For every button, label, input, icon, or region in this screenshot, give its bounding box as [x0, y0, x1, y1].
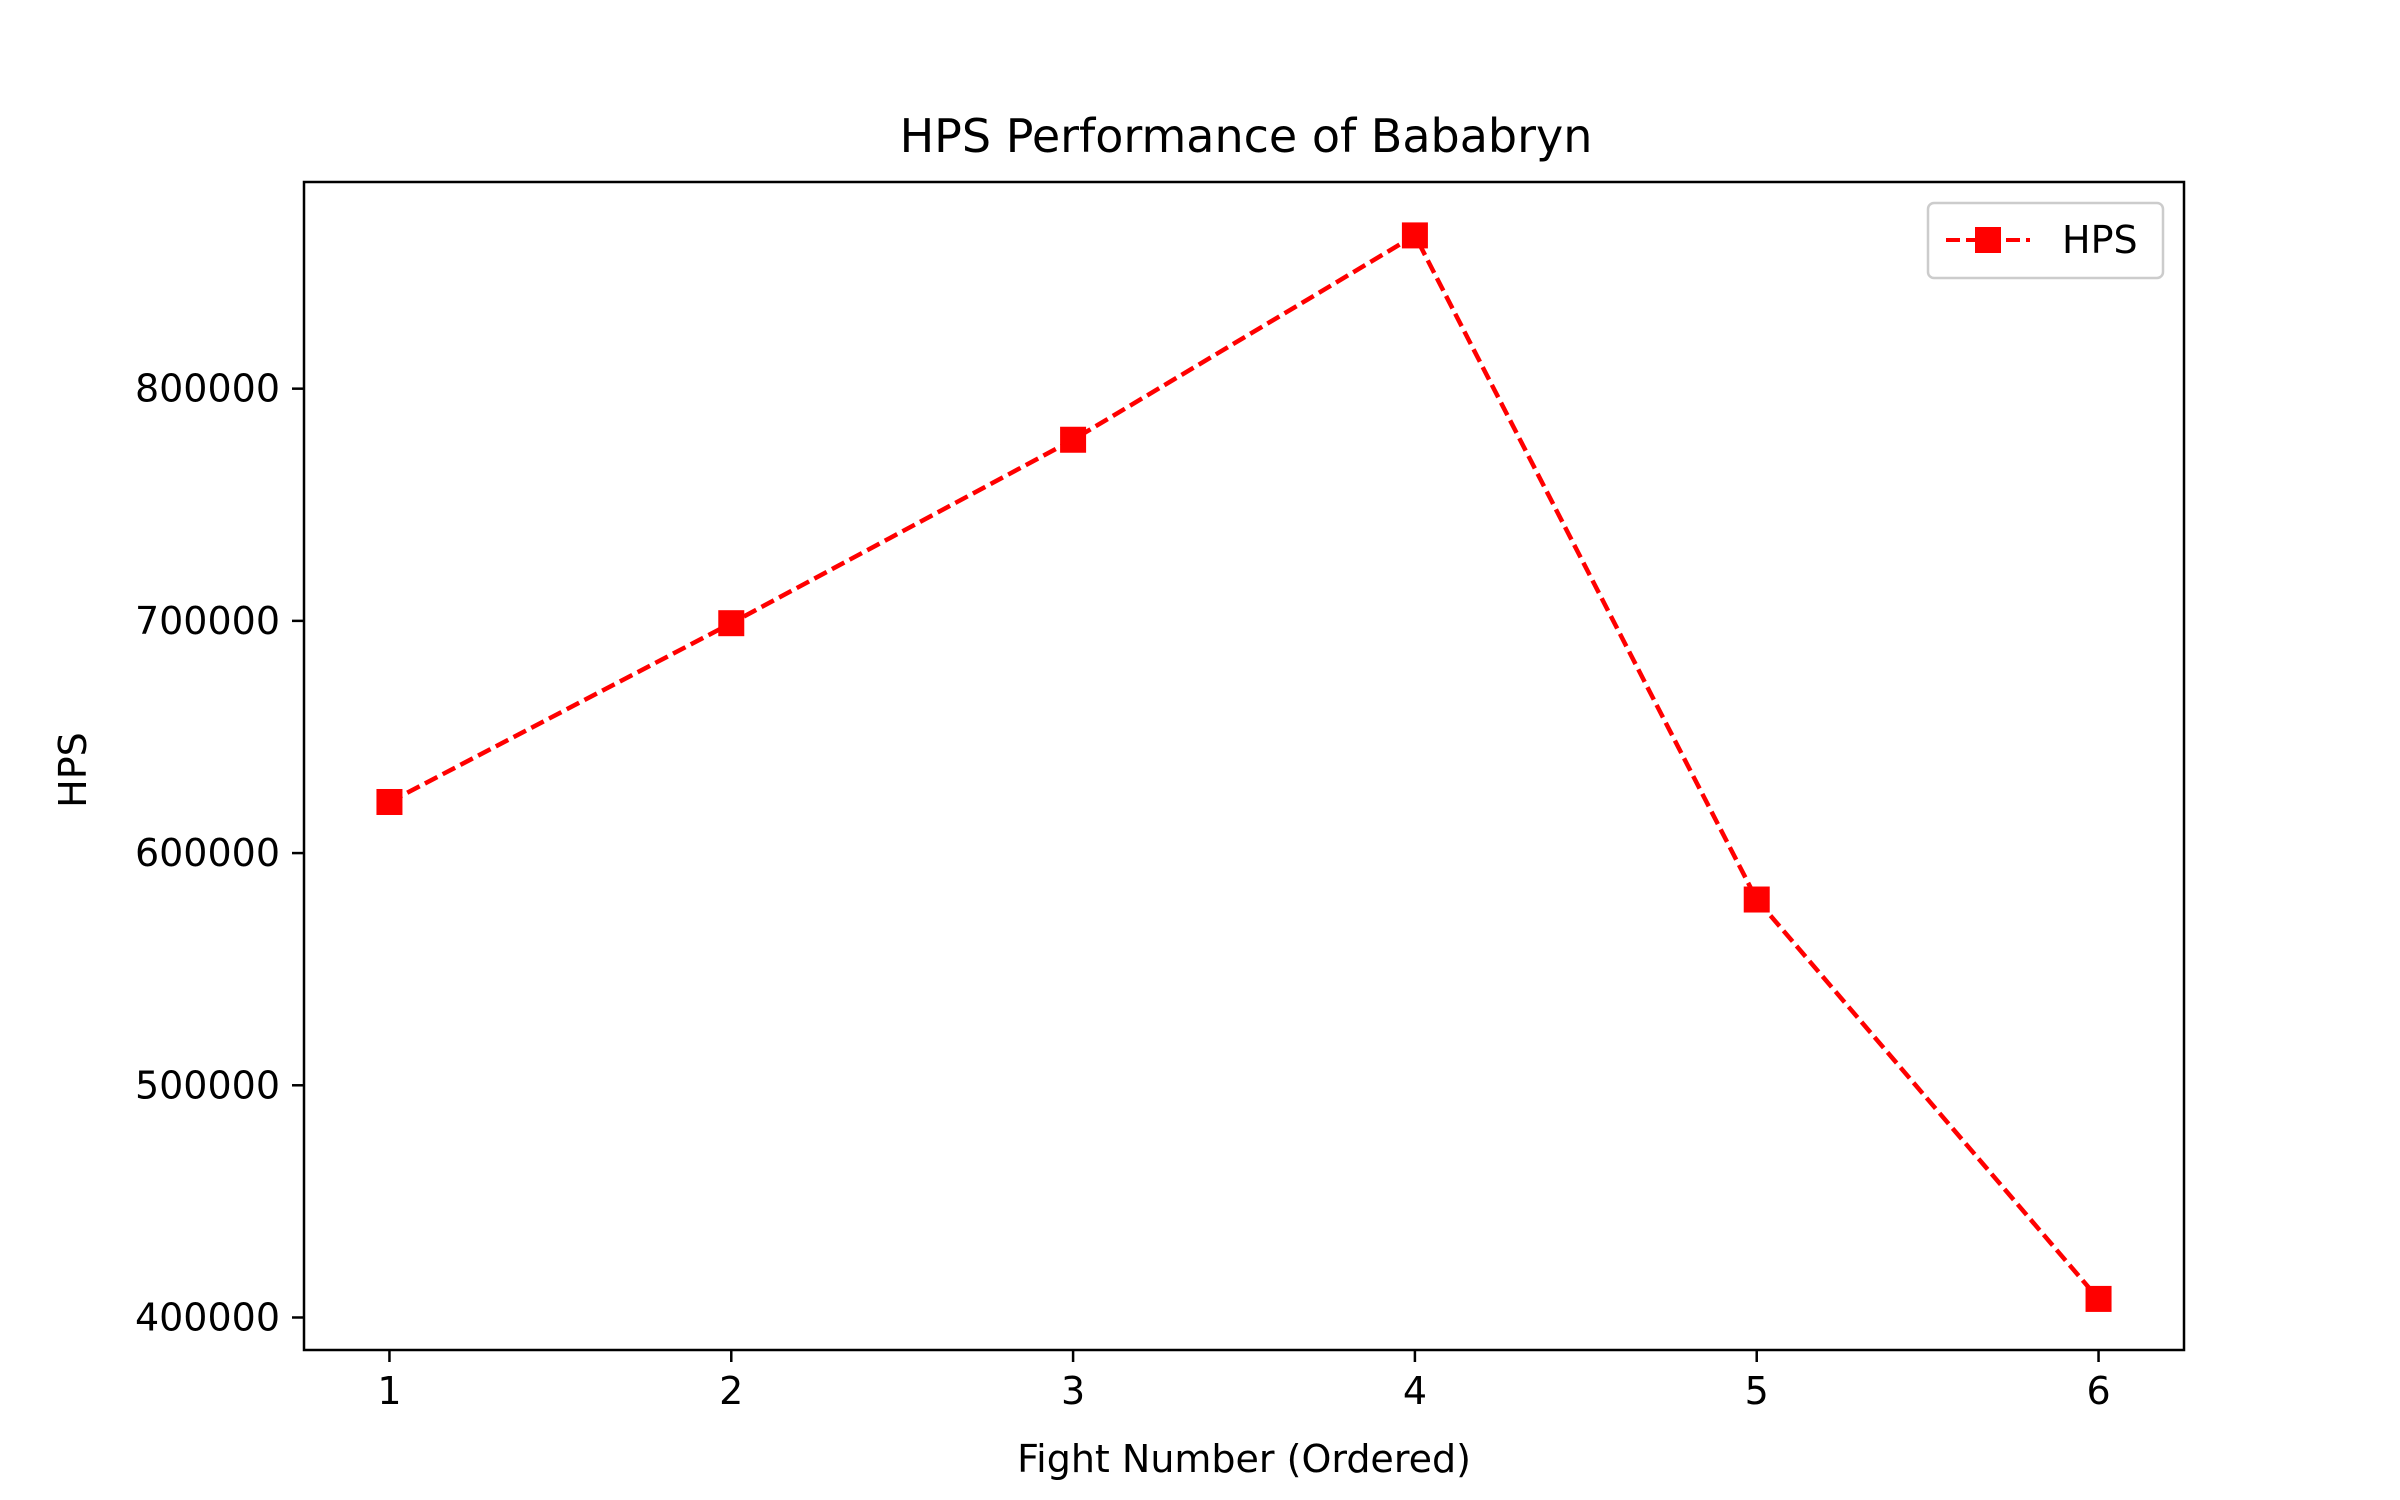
- y-tick-label: 400000: [135, 1295, 280, 1339]
- data-point-marker: [1060, 426, 1087, 453]
- x-tick-label: 6: [2086, 1369, 2110, 1413]
- y-tick-label: 800000: [135, 367, 280, 411]
- legend-marker-square: [1975, 227, 2001, 253]
- y-tick-label: 500000: [135, 1063, 280, 1107]
- series-line-hps: [388, 233, 2101, 1301]
- chart-title: HPS Performance of Bababryn: [900, 109, 1593, 163]
- x-axis-label: Fight Number (Ordered): [1017, 1437, 1471, 1481]
- data-point-marker: [2085, 1285, 2112, 1312]
- data-point-marker: [1743, 886, 1770, 913]
- x-tick-label: 3: [1061, 1369, 1085, 1413]
- y-tick-label: 700000: [135, 599, 280, 643]
- y-axis-label: HPS: [51, 732, 95, 808]
- y-axis-ticks: 400000 500000 600000 700000 800000: [135, 367, 304, 1339]
- data-point-marker: [376, 788, 403, 815]
- x-tick-label: 5: [1745, 1369, 1769, 1413]
- data-point-marker: [718, 610, 745, 637]
- y-tick-label: 600000: [135, 831, 280, 875]
- x-tick-label: 2: [719, 1369, 743, 1413]
- x-tick-label: 4: [1403, 1369, 1427, 1413]
- legend-box: [1926, 201, 2165, 280]
- series-layer: [376, 222, 2112, 1312]
- plot-area-frame: [302, 180, 2186, 1352]
- x-axis-ticks: 1 2 3 4 5 6: [377, 1350, 2111, 1413]
- data-point-marker: [1401, 222, 1428, 249]
- legend-label: HPS: [2062, 218, 2138, 262]
- x-tick-label: 1: [377, 1369, 401, 1413]
- legend: HPS: [1926, 201, 2165, 280]
